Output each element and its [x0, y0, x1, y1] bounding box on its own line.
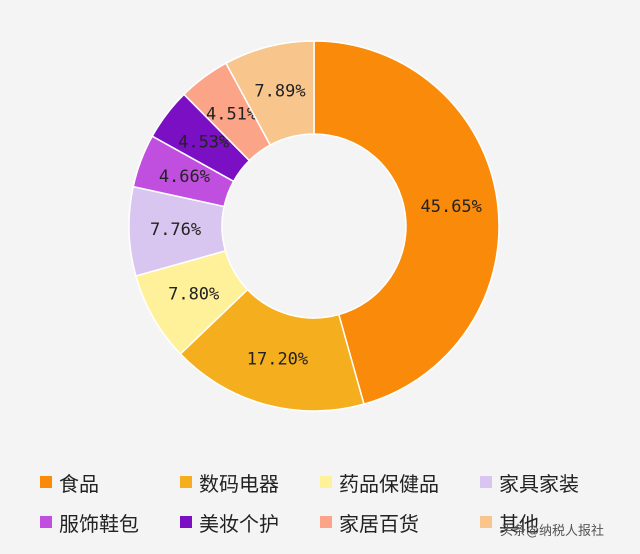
legend-item-3: 家具家装	[480, 468, 620, 496]
slice-label-4: 4.66%	[159, 167, 210, 187]
legend-label-6: 家居百货	[339, 511, 419, 536]
legend-swatch-6	[320, 516, 332, 528]
legend-item-6: 家居百货	[320, 508, 480, 536]
slice-label-6: 4.51%	[206, 105, 257, 125]
watermark: 头条@纳税人报社	[500, 524, 605, 539]
slice-7	[224, 40, 315, 147]
legend: 食品 数码电器 药品保健品 家具家装服饰鞋包 美妆个护 家居百货 其他	[40, 468, 620, 536]
legend-swatch-2	[320, 476, 332, 488]
donut-svg: 45.65% 17.20% 7.80% 7.76% 4.66% 4.53% 4.51% 7.8…	[128, 40, 500, 412]
legend-item-1: 数码电器	[180, 468, 320, 496]
legend-swatch-3	[480, 476, 492, 488]
legend-label-5: 美妆个护	[199, 511, 279, 536]
legend-item-2: 药品保健品	[320, 468, 480, 496]
legend-label-3: 家具家装	[499, 471, 579, 496]
legend-item-5: 美妆个护	[180, 508, 320, 536]
legend-item-7: 其他	[480, 508, 620, 536]
slice-0	[313, 40, 500, 406]
legend-label-1: 数码电器	[199, 471, 279, 496]
legend-label-0: 食品	[59, 471, 99, 496]
legend-swatch-0	[40, 476, 52, 488]
legend-item-0: 食品	[40, 468, 180, 496]
slice-label-7: 7.89%	[254, 82, 305, 102]
legend-swatch-7	[480, 516, 492, 528]
legend-swatch-5	[180, 516, 192, 528]
legend-swatch-4	[40, 516, 52, 528]
slice-1	[179, 288, 365, 412]
legend-label-2: 药品保健品	[339, 471, 439, 496]
slice-label-1: 17.20%	[247, 350, 308, 370]
slice-label-2: 7.80%	[168, 285, 219, 305]
slice-label-5: 4.53%	[178, 132, 229, 152]
legend-item-4: 服饰鞋包	[40, 508, 180, 536]
legend-label-7: 其他	[499, 511, 539, 536]
slice-label-0: 45.65%	[420, 197, 481, 217]
legend-swatch-1	[180, 476, 192, 488]
legend-label-4: 服饰鞋包	[59, 511, 139, 536]
slice-label-3: 7.76%	[150, 220, 201, 240]
